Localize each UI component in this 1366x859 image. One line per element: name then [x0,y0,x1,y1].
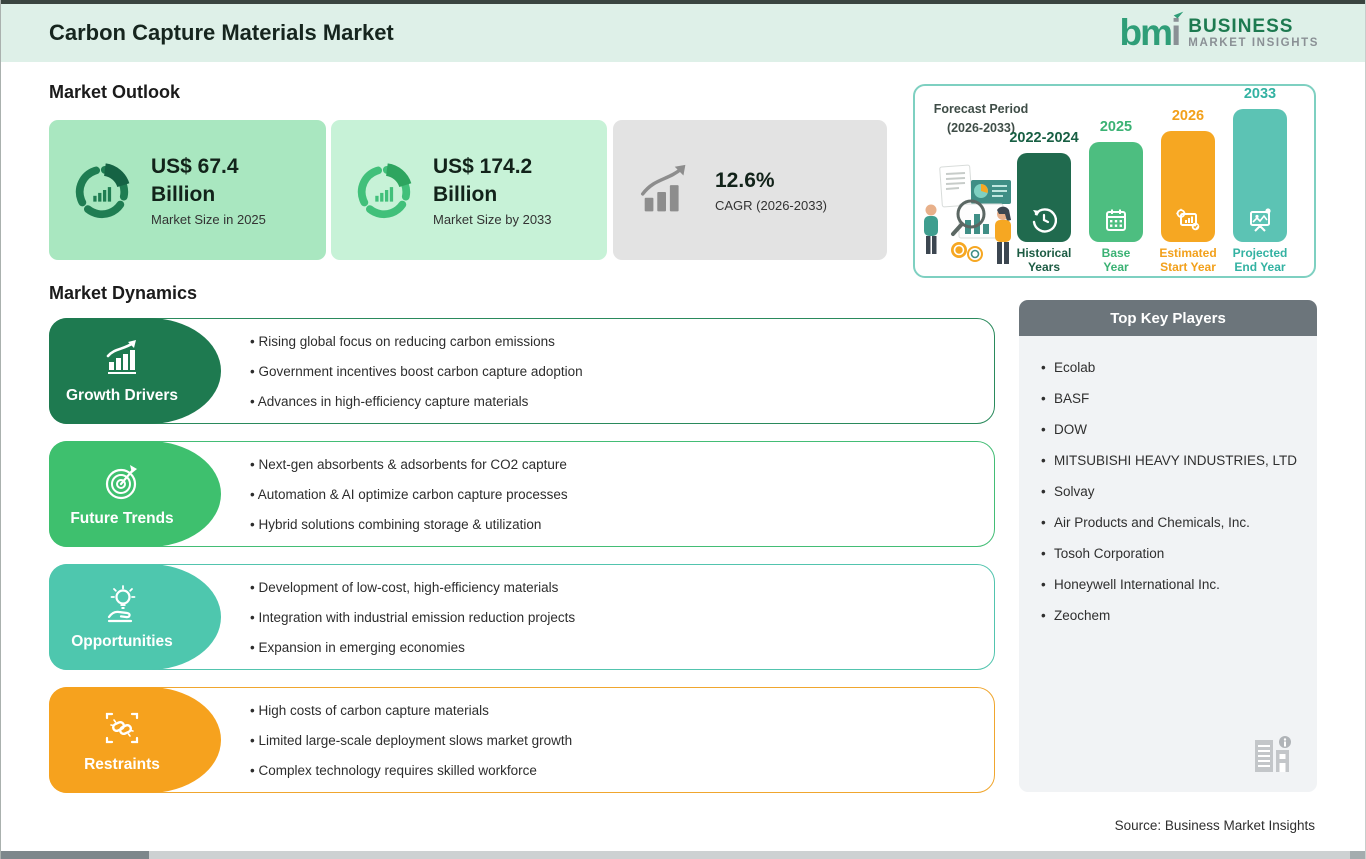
key-player-item: DOW [1041,419,1299,441]
horizontal-scrollbar[interactable] [1,851,1365,859]
forecast-label-projected: Projected End Year [1232,246,1288,274]
stat-card-cagr: 12.6% CAGR (2026-2033) [613,120,887,260]
dynamics-label-text: Restraints [84,755,160,773]
forecast-bar-historical [1017,153,1071,242]
horizontal-scrollbar-thumb[interactable] [1,851,149,859]
bullet-item: Complex technology requires skilled work… [250,763,978,778]
top-key-players-heading: Top Key Players [1019,300,1317,336]
dynamics-bullets: High costs of carbon capture materials L… [250,688,978,792]
stat-label: CAGR (2026-2033) [715,198,827,214]
top-key-players-panel: Top Key Players Ecolab BASF DOW MITSUBIS… [1019,300,1317,792]
stat-label: Market Size by 2033 [433,212,552,228]
target-icon [101,461,143,503]
bullet-item: High costs of carbon capture materials [250,703,978,718]
bar-growth-icon [101,338,143,380]
key-player-item: Ecolab [1041,357,1299,379]
stat-value: 12.6% [715,168,775,192]
forecast-year-estimated: 2026 [1171,108,1205,124]
forecast-label-base: Base Year [1101,246,1131,274]
stat-card-text: US$ 174.2 Billion Market Size by 2033 [433,153,583,228]
market-outlook-heading: Market Outlook [49,82,181,102]
key-player-item: Tosoh Corporation [1041,543,1299,565]
dynamics-label-text: Opportunities [71,632,173,650]
bullet-item: Government incentives boost carbon captu… [250,364,978,379]
bmi-logo-text: BUSINESS MARKET INSIGHTS [1188,17,1319,49]
growth-arrow-icon [635,159,697,221]
company-building-icon [1247,730,1295,778]
forecast-year-base: 2025 [1099,119,1133,135]
forecast-title: Forecast Period (2026-2033) [933,102,1029,135]
opportunities-label: Opportunities [49,564,221,670]
key-player-item: BASF [1041,388,1299,410]
key-player-item: Honeywell International Inc. [1041,574,1299,596]
history-icon [1031,207,1058,233]
stat-value: US$ 67.4 Billion [151,154,239,206]
header-band: Carbon Capture Materials Market bmi BUSI… [1,4,1365,62]
dynamics-row-opportunities: Opportunities Development of low-cost, h… [49,564,995,670]
forecast-year-projected: 2033 [1243,86,1277,102]
dynamics-bullets: Development of low-cost, high-efficiency… [250,565,978,669]
forecast-label-estimated: Estimated Start Year [1159,246,1217,274]
horizontal-scrollbar-end [1350,851,1365,859]
logo-line1: BUSINESS [1188,16,1294,37]
logo-arrow-icon [1173,8,1184,19]
donut-chart-icon [71,159,133,221]
future-trends-label: Future Trends [49,441,221,547]
bullet-item: Advances in high-efficiency capture mate… [250,394,978,409]
forecast-period-panel: Forecast Period (2026-2033) [913,84,1316,278]
estimate-monitor-icon [1175,207,1201,233]
bmi-logo-mark: bmi [1120,8,1184,53]
bullet-item: Development of low-cost, high-efficiency… [250,580,978,595]
logo-line2: MARKET INSIGHTS [1188,36,1319,49]
forecast-year-historical: 2022-2024 [1009,130,1079,146]
bullet-item: Integration with industrial emission red… [250,610,978,625]
top-key-players-list: Ecolab BASF DOW MITSUBISHI HEAVY INDUSTR… [1019,336,1317,792]
stat-value: US$ 174.2 Billion [433,154,533,206]
donut-chart-icon [353,159,415,221]
stat-label: Market Size in 2025 [151,212,266,228]
market-research-illustration [919,158,1023,272]
forecast-label-historical: Historical Years [1016,246,1072,274]
dynamics-row-restraints: Restraints High costs of carbon capture … [49,687,995,793]
dynamics-label-text: Growth Drivers [66,386,178,404]
dynamics-row-future-trends: Future Trends Next-gen absorbents & adso… [49,441,995,547]
page-title: Carbon Capture Materials Market [49,20,394,45]
market-dynamics-heading: Market Dynamics [49,283,198,303]
forecast-bar-base [1089,142,1143,242]
bullet-item: Automation & AI optimize carbon capture … [250,487,978,502]
chain-link-icon [101,707,143,749]
key-player-item: Solvay [1041,481,1299,503]
growth-drivers-label: Growth Drivers [49,318,221,424]
stat-card-text: 12.6% CAGR (2026-2033) [715,167,865,213]
forecast-bar-estimated [1161,131,1215,242]
key-player-item: MITSUBISHI HEAVY INDUSTRIES, LTD [1041,450,1299,472]
bullet-item: Hybrid solutions combining storage & uti… [250,517,978,532]
presentation-icon [1247,207,1273,233]
stat-card-market-size-2025: US$ 67.4 Billion Market Size in 2025 [49,120,326,260]
stat-card-market-size-2033: US$ 174.2 Billion Market Size by 2033 [331,120,607,260]
bullet-item: Rising global focus on reducing carbon e… [250,334,978,349]
bullet-item: Next-gen absorbents & adsorbents for CO2… [250,457,978,472]
calendar-icon [1103,207,1129,233]
dynamics-label-text: Future Trends [70,509,174,527]
dynamics-row-growth-drivers: Growth Drivers Rising global focus on re… [49,318,995,424]
dynamics-bullets: Next-gen absorbents & adsorbents for CO2… [250,442,978,546]
window-top-edge [1,0,1365,4]
key-player-item: Zeochem [1041,605,1299,627]
dynamics-bullets: Rising global focus on reducing carbon e… [250,319,978,423]
bmi-logo: bmi BUSINESS MARKET INSIGHTS [1120,8,1319,53]
bullet-item: Limited large-scale deployment slows mar… [250,733,978,748]
bulb-hand-icon [101,584,143,626]
restraints-label: Restraints [49,687,221,793]
bullet-item: Expansion in emerging economies [250,640,978,655]
stat-card-text: US$ 67.4 Billion Market Size in 2025 [151,153,301,228]
forecast-bar-projected [1233,109,1287,242]
key-player-item: Air Products and Chemicals, Inc. [1041,512,1299,534]
source-attribution: Source: Business Market Insights [1114,818,1315,833]
